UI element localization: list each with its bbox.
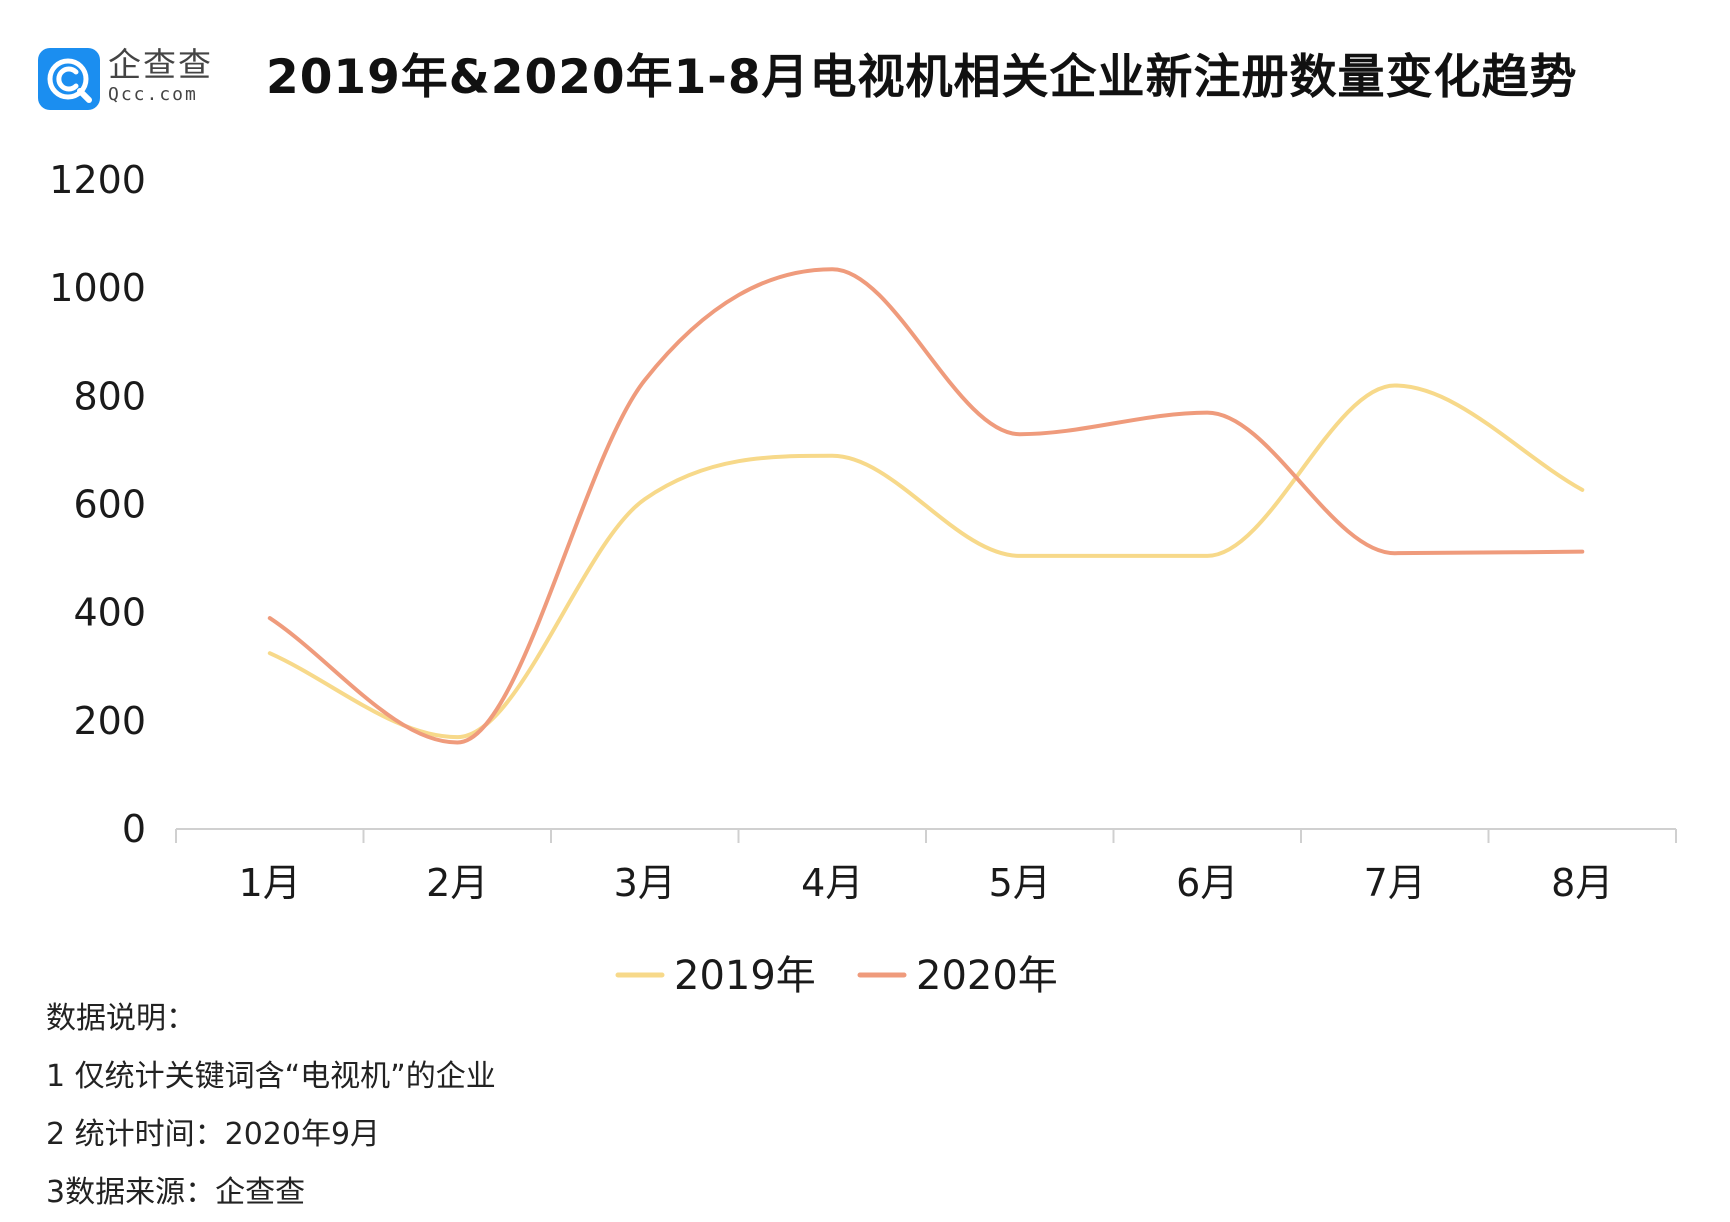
x-tick-label: 4月 — [801, 861, 863, 905]
note-item-2: 2 统计时间：2020年9月 — [46, 1117, 381, 1152]
logo-cn-text: 企查查 — [108, 45, 213, 84]
note-item-1: 1 仅统计关键词含“电视机”的企业 — [46, 1059, 496, 1094]
legend-label-2: 2020年 — [916, 953, 1058, 999]
x-tick-label: 6月 — [1176, 861, 1238, 905]
legend: 2019年 2020年 — [615, 953, 1058, 999]
y-axis-ticks: 0 200 400 600 800 1000 1200 — [49, 158, 146, 851]
y-tick-label: 400 — [73, 591, 146, 635]
series-lines — [267, 267, 1585, 745]
x-tick-label: 5月 — [989, 861, 1051, 905]
series-line-2 — [267, 267, 1585, 745]
y-tick-label: 200 — [73, 699, 146, 743]
y-tick-label: 1000 — [49, 266, 146, 310]
series-line-1 — [267, 383, 1585, 740]
note-item-3: 3数据来源：企查查 — [46, 1175, 306, 1210]
y-tick-label: 800 — [73, 374, 146, 418]
notes-heading: 数据说明： — [46, 1001, 196, 1036]
x-tick-label: 3月 — [614, 861, 676, 905]
logo-wordmark: 企查查 Qcc.com — [108, 46, 213, 106]
x-tick-label: 1月 — [239, 861, 301, 905]
x-tick-label: 2月 — [426, 861, 488, 905]
y-tick-label: 1200 — [49, 158, 146, 202]
y-tick-label: 600 — [73, 483, 146, 527]
x-axis: 1月 2月 3月 4月 5月 6月 7月 8月 — [175, 828, 1677, 905]
x-tick-label: 8月 — [1551, 861, 1613, 905]
y-tick-label: 0 — [122, 807, 146, 851]
qcc-logo-icon — [38, 48, 100, 110]
data-notes: 数据说明： 1 仅统计关键词含“电视机”的企业 2 统计时间：2020年9月 3… — [46, 990, 496, 1222]
legend-label-1: 2019年 — [674, 953, 816, 999]
chart-title: 2019年&2020年1-8月电视机相关企业新注册数量变化趋势 — [266, 50, 1578, 105]
logo-en-text: Qcc.com — [108, 84, 198, 105]
x-tick-label: 7月 — [1364, 861, 1426, 905]
